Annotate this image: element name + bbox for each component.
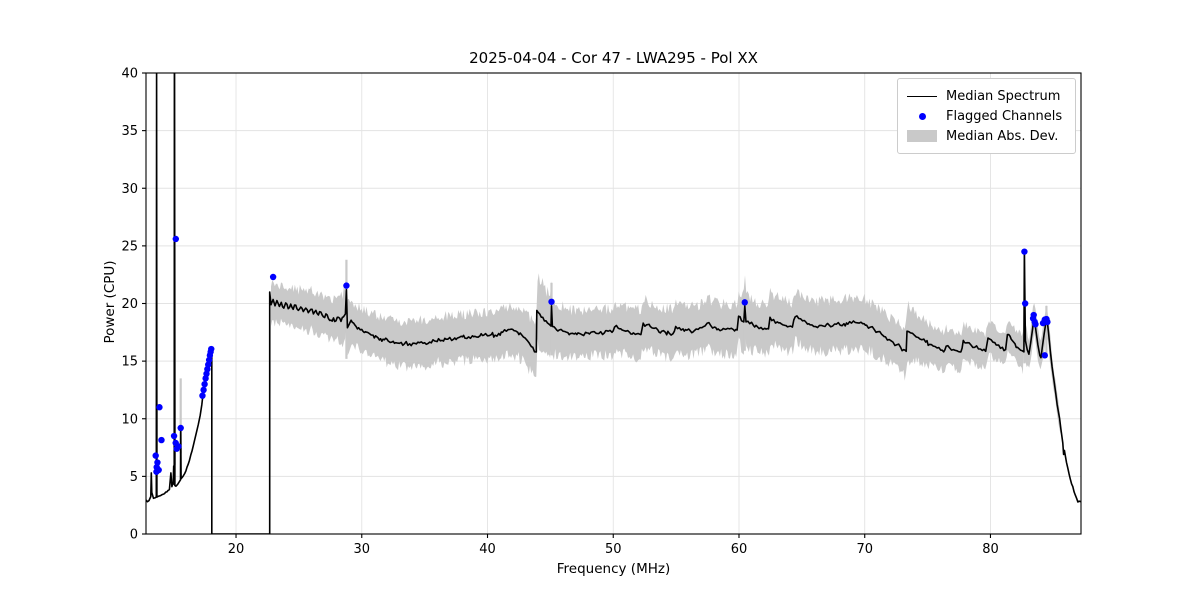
flagged-channel-dot	[741, 299, 748, 306]
flagged-channel-dot	[156, 404, 163, 411]
flagged-channel-dot	[175, 443, 182, 450]
flagged-channel-dot	[269, 273, 277, 281]
flagged-channel-dot	[152, 452, 159, 459]
legend-label: Flagged Channels	[946, 108, 1063, 124]
flagged-channel-dot	[208, 345, 215, 353]
y-axis-label: Power (CPU)	[102, 260, 118, 344]
flagged-channel-dot	[154, 459, 161, 466]
flagged-channel-dot	[1044, 318, 1051, 326]
x-tick-label: 50	[605, 542, 622, 557]
flagged-dot-icon	[907, 112, 937, 120]
flagged-channel-dot	[1021, 300, 1029, 307]
flagged-channel-dot	[1041, 352, 1048, 359]
flagged-channel-dot	[1021, 248, 1028, 255]
median-spectrum-line	[146, 73, 1081, 534]
flagged-channel-dot	[1032, 321, 1039, 328]
legend-item-flagged-channels: Flagged Channels	[907, 106, 1065, 126]
legend-item-mad: Median Abs. Dev.	[907, 126, 1065, 146]
chart-title: 2025-04-04 - Cor 47 - LWA295 - Pol XX	[469, 49, 758, 67]
mad-patch-icon	[907, 130, 937, 142]
flagged-channel-dot	[170, 432, 178, 440]
legend: Median Spectrum Flagged Channels Median …	[897, 78, 1076, 154]
y-tick-label: 5	[130, 470, 138, 485]
flagged-channel-dot	[158, 436, 165, 444]
y-tick-label: 25	[121, 239, 138, 254]
flagged-channel-dot	[200, 386, 207, 394]
legend-label: Median Abs. Dev.	[946, 128, 1059, 144]
legend-item-median-spectrum: Median Spectrum	[907, 86, 1065, 106]
flagged-channel-dot	[155, 466, 162, 474]
flagged-channel-dot	[548, 298, 555, 305]
y-tick-label: 30	[121, 182, 138, 197]
y-tick-label: 15	[121, 355, 138, 370]
y-tick-label: 0	[130, 528, 138, 543]
x-tick-label: 30	[353, 542, 370, 557]
x-tick-label: 80	[982, 542, 999, 557]
x-tick-label: 60	[731, 542, 748, 557]
y-tick-label: 10	[121, 412, 138, 427]
flagged-channel-dot	[343, 282, 350, 289]
flagged-channel-dot	[201, 380, 208, 388]
x-axis-label: Frequency (MHz)	[556, 561, 671, 577]
y-tick-label: 35	[121, 124, 138, 139]
flagged-channel-dot	[177, 424, 184, 432]
flagged-channel-dot	[172, 235, 180, 243]
y-tick-label: 40	[121, 67, 138, 82]
legend-label: Median Spectrum	[946, 88, 1061, 104]
x-tick-label: 40	[479, 542, 496, 557]
flagged-channel-dot	[199, 392, 206, 399]
y-tick-label: 20	[121, 297, 138, 312]
x-tick-label: 20	[228, 542, 245, 557]
mad-band	[269, 260, 1061, 532]
median-line-icon	[907, 95, 937, 97]
x-tick-label: 70	[856, 542, 873, 557]
flagged-channel-dot	[1030, 311, 1037, 319]
